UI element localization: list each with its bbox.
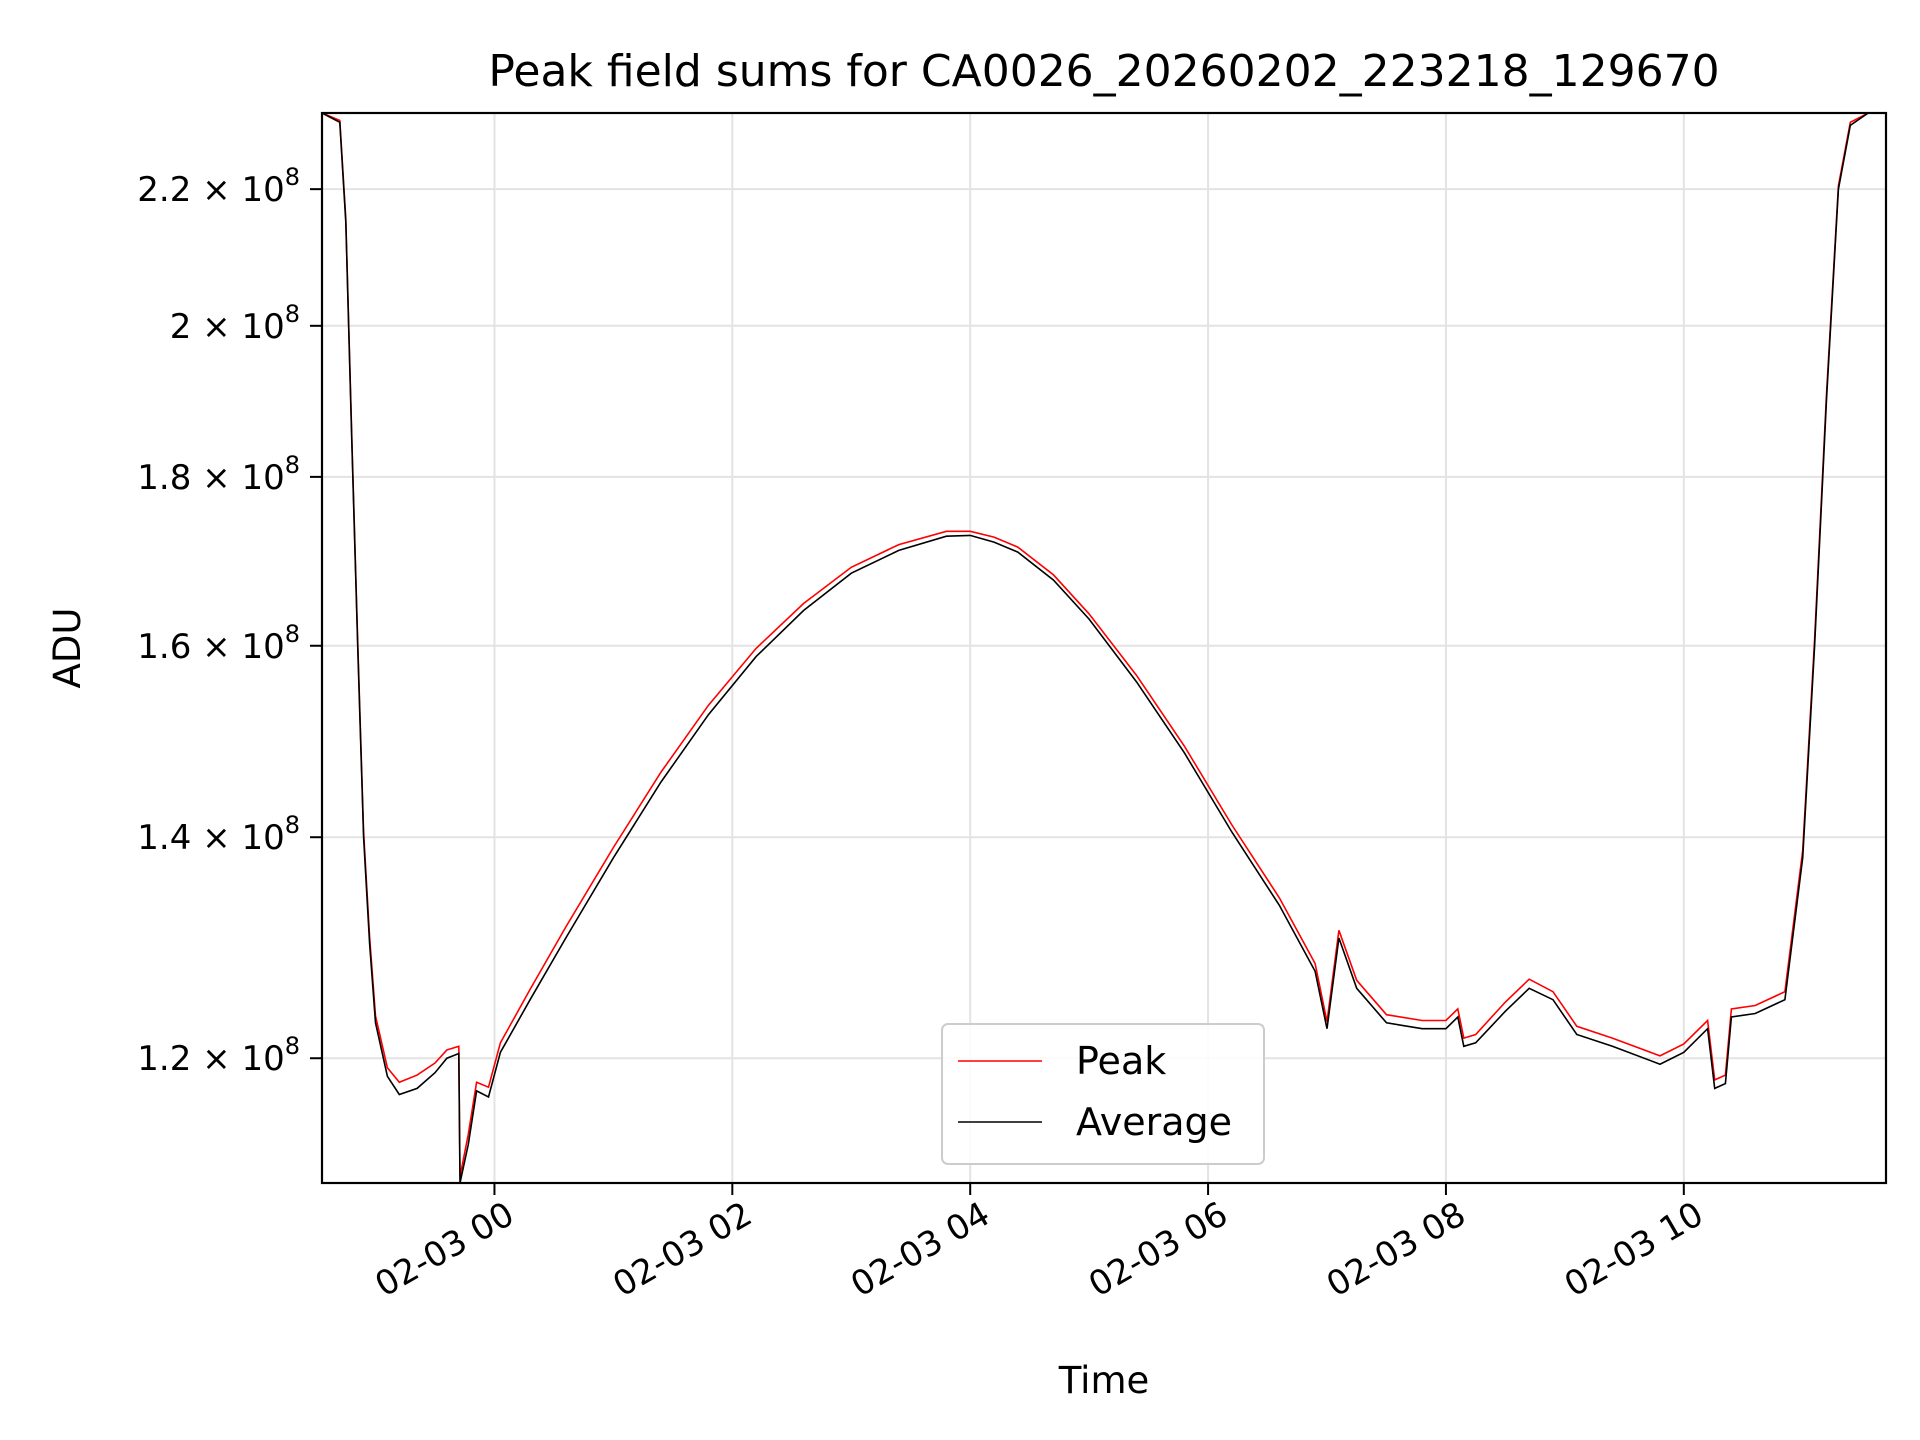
y-tick-label: 1.4 × 108 <box>137 811 300 858</box>
y-tick-label: 1.6 × 108 <box>137 620 300 667</box>
legend-average-label: Average <box>1076 1100 1232 1144</box>
legend: Peak Average <box>941 1023 1265 1165</box>
y-tick-label: 1.2 × 108 <box>137 1032 300 1079</box>
series-average-line <box>321 112 1886 1184</box>
legend-box <box>941 1023 1265 1165</box>
series-layer <box>321 112 1886 1184</box>
grid <box>322 113 1886 1183</box>
series-peak-line <box>321 112 1886 1177</box>
chart-title: Peak field sums for CA0026_20260202_2232… <box>488 46 1719 97</box>
y-axis-label: ADU <box>46 608 89 689</box>
legend-peak-label: Peak <box>1076 1039 1166 1083</box>
y-axis-ticks: 1.2 × 108 1.4 × 108 1.6 × 108 1.8 × 108 2 × … <box>137 163 322 1079</box>
y-tick-label: 2 × 108 <box>170 300 300 347</box>
plot-frame <box>320 111 1888 1185</box>
x-axis-label: Time <box>1058 1359 1150 1402</box>
y-tick-label: 2.2 × 108 <box>137 163 300 210</box>
y-tick-label: 1.8 × 108 <box>137 451 300 498</box>
